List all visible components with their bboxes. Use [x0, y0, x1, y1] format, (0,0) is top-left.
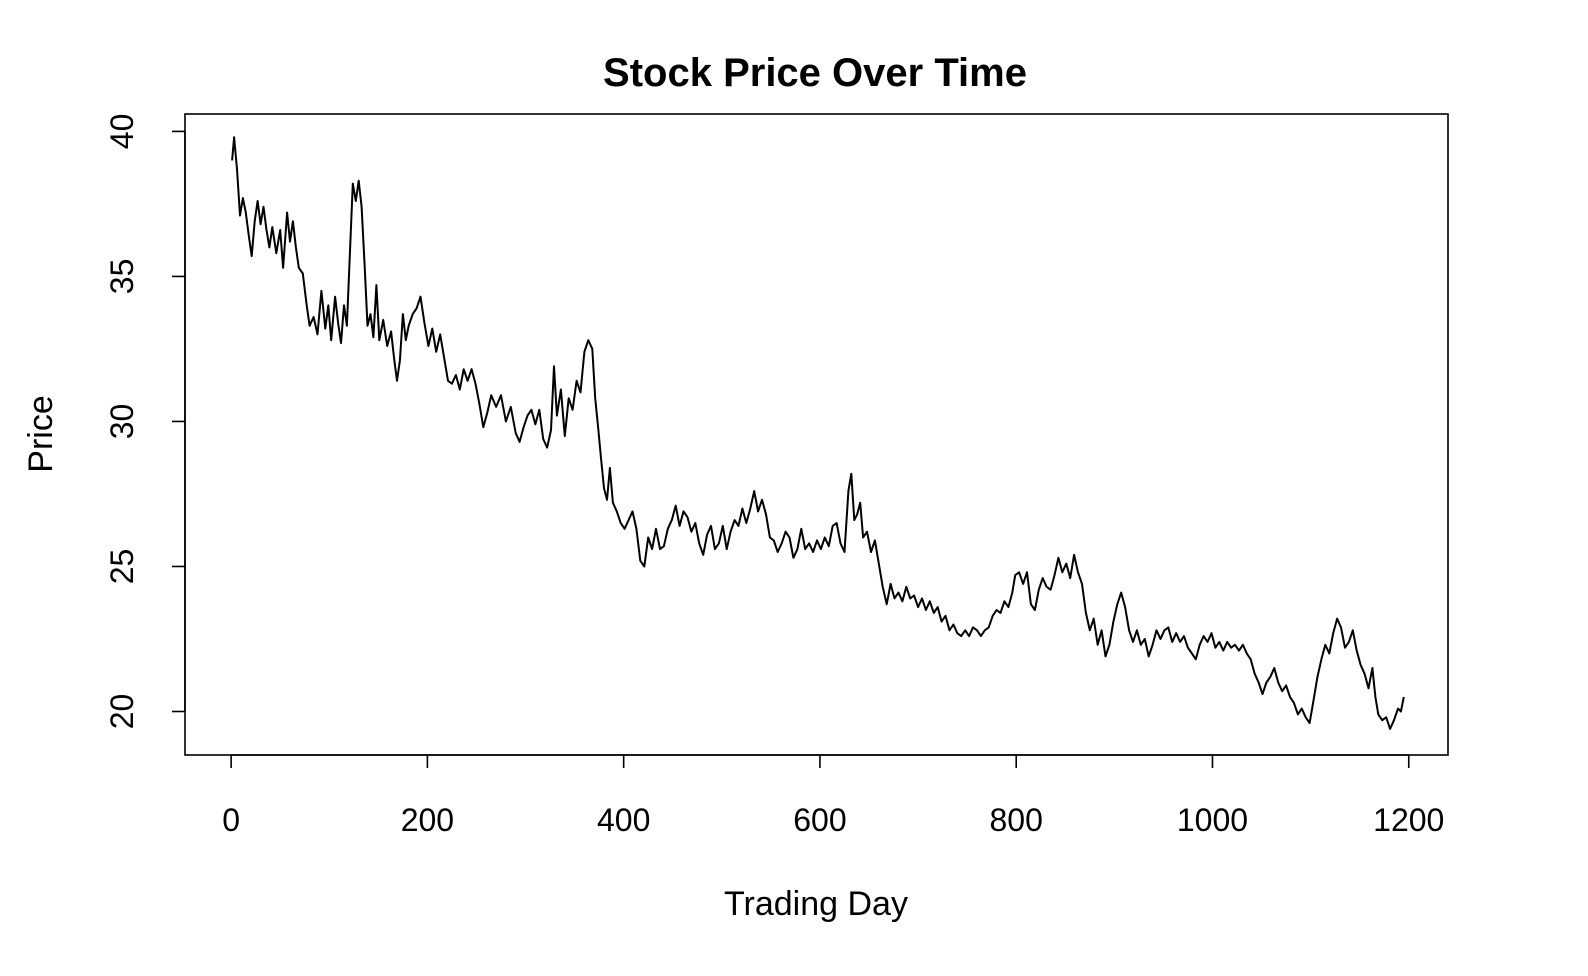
x-tick-label: 600 [793, 802, 846, 838]
y-tick-label: 35 [104, 259, 140, 295]
y-tick-label: 25 [104, 549, 140, 585]
x-tick-label: 0 [222, 802, 240, 838]
plot-frame [184, 113, 1449, 756]
chart-title: Stock Price Over Time [603, 51, 1027, 95]
x-tick-label: 1200 [1373, 802, 1444, 838]
x-tick-label: 400 [597, 802, 650, 838]
x-tick-label: 800 [990, 802, 1043, 838]
y-tick-label: 40 [104, 114, 140, 150]
y-tick-label: 20 [104, 694, 140, 730]
x-tick-label: 1000 [1177, 802, 1248, 838]
y-axis-label: Price [22, 395, 60, 472]
x-axis: 0 200 400 600 800 1000 1200 [222, 754, 1444, 838]
x-axis-label: Trading Day [724, 885, 908, 923]
y-tick-label: 30 [104, 404, 140, 440]
x-tick-label: 200 [401, 802, 454, 838]
y-axis: 20 25 30 35 40 [104, 114, 186, 730]
price-series-line [231, 136, 1405, 730]
